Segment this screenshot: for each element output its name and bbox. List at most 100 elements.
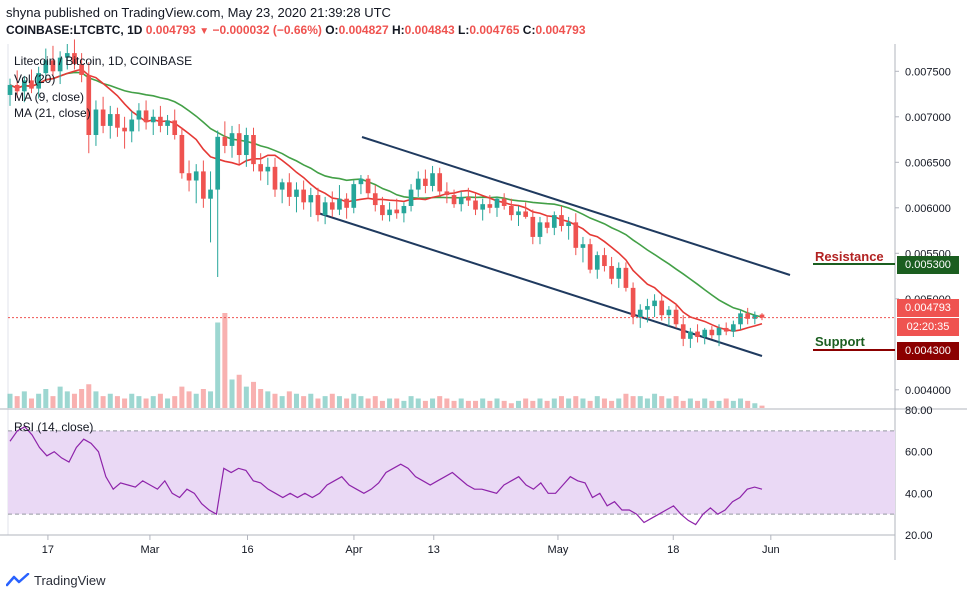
- candle-body: [172, 120, 178, 135]
- volume-bar: [573, 396, 579, 408]
- candle-body: [645, 306, 650, 310]
- volume-bar: [43, 389, 49, 408]
- candle-body: [143, 110, 149, 123]
- candle-body: [580, 244, 586, 248]
- candle-body: [637, 309, 643, 317]
- down-arrow-icon: ▼: [199, 26, 210, 37]
- volume-bar: [473, 400, 479, 408]
- volume-bar: [587, 400, 593, 408]
- candle-body: [107, 114, 113, 126]
- footer-branding[interactable]: TradingView: [6, 570, 106, 590]
- candle-body: [387, 209, 392, 216]
- time-tick-label: 18: [667, 544, 679, 556]
- ma21-legend[interactable]: MA (21, close): [14, 106, 91, 120]
- candle-body: [616, 267, 622, 279]
- volume-bar: [236, 374, 242, 408]
- volume-bar: [480, 398, 486, 408]
- volume-bar: [344, 398, 350, 408]
- candle-body: [487, 204, 493, 208]
- volume-bar: [695, 400, 701, 408]
- volume-bar: [630, 396, 636, 408]
- high-label: H:: [391, 23, 405, 37]
- volume-bar: [687, 398, 693, 408]
- volume-bar: [666, 398, 672, 408]
- candle-body: [150, 116, 156, 123]
- volume-bar: [394, 398, 400, 408]
- volume-bar: [64, 391, 70, 408]
- candle-body: [21, 80, 27, 92]
- rsi-tick-label: 40.00: [905, 488, 933, 500]
- candle-body: [759, 314, 765, 318]
- volume-bar: [36, 393, 42, 408]
- candle-body: [630, 287, 636, 317]
- volume-bar: [351, 393, 357, 408]
- candle-body: [222, 136, 228, 146]
- low-label: L:: [458, 23, 470, 37]
- volume-bar: [601, 398, 607, 408]
- rsi-tick-label: 20.00: [905, 530, 933, 542]
- candle-body: [573, 222, 579, 248]
- candle-body: [544, 222, 550, 228]
- candle-body: [122, 127, 127, 132]
- tradingview-logo-icon: [6, 573, 30, 587]
- candle-body: [129, 119, 135, 132]
- candle-body: [329, 202, 335, 210]
- candle-body: [158, 116, 163, 126]
- volume-bar: [114, 396, 120, 408]
- candle-body: [731, 324, 736, 332]
- volume-bar: [286, 391, 292, 408]
- volume-bar: [7, 393, 13, 408]
- volume-bar: [272, 393, 278, 408]
- volume-bar: [258, 389, 264, 408]
- candle-body: [688, 331, 693, 339]
- candle-body: [680, 324, 686, 339]
- time-tick-label: 17: [42, 544, 54, 556]
- chart-header: shyna published on TradingView.com, May …: [0, 0, 967, 44]
- candle-body: [430, 173, 435, 186]
- volume-bar: [379, 400, 385, 408]
- volume-bar: [322, 396, 328, 408]
- candle-body: [236, 133, 242, 156]
- volume-bar: [458, 398, 464, 408]
- volume-bar: [530, 400, 536, 408]
- chart-title-legend[interactable]: Litecoin / Bitcoin, 1D, COINBASE: [14, 54, 193, 68]
- volume-bar: [208, 391, 214, 408]
- candle-body: [738, 313, 743, 325]
- candle-body: [279, 182, 285, 190]
- candle-body: [29, 80, 34, 89]
- volume-legend[interactable]: Vol (20): [14, 72, 56, 86]
- lower-channel-line: [317, 212, 763, 357]
- candle-body: [251, 135, 256, 165]
- volume-bar: [129, 393, 135, 408]
- volume-bar: [730, 400, 736, 408]
- volume-bar: [702, 398, 708, 408]
- ma9-legend[interactable]: MA (9, close): [14, 90, 85, 104]
- volume-bar: [93, 391, 99, 408]
- publisher-line: shyna published on TradingView.com, May …: [6, 5, 391, 20]
- candle-body: [501, 198, 507, 206]
- countdown-badge: 02:20:35: [897, 318, 959, 336]
- candle-body: [458, 196, 464, 205]
- volume-bar: [745, 400, 751, 408]
- volume-bar: [193, 393, 199, 408]
- price-tick-label: 0.007000: [905, 112, 951, 124]
- rsi-legend[interactable]: RSI (14, close): [14, 420, 94, 434]
- volume-bar: [716, 400, 722, 408]
- candle-body: [136, 110, 142, 120]
- rsi-tick-label: 60.00: [905, 447, 933, 459]
- time-tick-label: Jun: [762, 544, 780, 556]
- candle-body: [401, 205, 407, 214]
- volume-bar: [566, 398, 572, 408]
- volume-bar: [623, 393, 629, 408]
- candle-body: [752, 315, 758, 319]
- candle-body: [480, 204, 486, 210]
- volume-bar: [673, 396, 679, 408]
- candle-body: [201, 171, 206, 199]
- candle-body: [745, 313, 751, 319]
- volume-bar: [150, 396, 156, 408]
- candle-body: [72, 53, 77, 65]
- volume-bar: [79, 389, 85, 408]
- close-value: 0.004793: [535, 23, 586, 37]
- upper-channel-line: [361, 136, 791, 276]
